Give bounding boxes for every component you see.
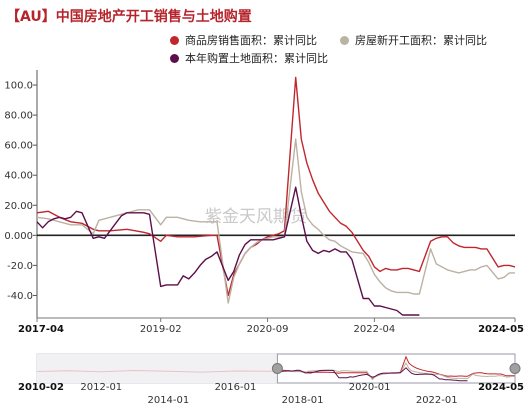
navigator-axis-label: 2024-05	[478, 382, 524, 393]
navigator-series-line	[277, 367, 468, 382]
navigator-right-handle[interactable]	[509, 363, 521, 374]
plot-series	[36, 76, 516, 316]
y-tick-label: 100.0	[4, 81, 33, 92]
y-tick-label: 60.00	[4, 141, 33, 152]
navigator-left-handle[interactable]	[271, 363, 283, 374]
navigator-axis-label: 2012-01	[80, 382, 122, 393]
navigator-axis-label: 2014-01	[147, 395, 189, 406]
series-line-sales-area	[36, 76, 516, 297]
y-axis-ticks: -40.0 -20.0 0.000 20.00 40.00 60.00 80.00 100.0	[4, 81, 37, 302]
series-line-new-starts	[36, 138, 515, 304]
navigator-axis-label: 2016-01	[215, 382, 257, 393]
legend-label-land-purchase: 本年购置土地面积：累计同比	[185, 52, 328, 65]
x-tick-label: 2020-09	[247, 324, 289, 335]
range-navigator[interactable]: 2010-02 2012-01 2016-01 2020-01 2024-05 2014-…	[18, 353, 524, 406]
navigator-axis-label: 2018-01	[282, 395, 324, 406]
chart-title: 【AU】中国房地产开工销售与土地购置	[6, 9, 252, 25]
x-axis-ticks: 2017-04 2019-02 2020-09 2022-04 2024-05	[18, 318, 524, 335]
y-tick-label: 40.00	[4, 171, 33, 182]
x-tick-label: 2017-04	[18, 324, 64, 335]
navigator-axis-label: 2022-01	[416, 395, 458, 406]
navigator-series-line	[277, 355, 516, 380]
y-tick-label: 0.000	[4, 231, 33, 242]
x-tick-label: 2019-02	[140, 324, 182, 335]
navigator-axis-label: 2020-01	[349, 382, 391, 393]
legend-marker-sales-area	[170, 35, 179, 45]
legend-item-new-starts[interactable]: 房屋新开工面积：累计同比	[340, 32, 487, 48]
y-tick-label: -40.0	[7, 291, 33, 302]
legend-label-new-starts: 房屋新开工面积：累计同比	[355, 34, 487, 47]
x-tick-label: 2024-05	[478, 324, 524, 335]
navigator-history-line	[36, 369, 278, 373]
legend-item-sales-area[interactable]: 商品房销售面积：累计同比	[170, 32, 317, 48]
series-line-land-purchase	[36, 186, 420, 316]
legend-marker-new-starts	[340, 35, 349, 45]
navigator-axis-label: 2010-02	[18, 382, 64, 393]
y-tick-label: 20.00	[4, 201, 33, 212]
y-tick-label: 80.00	[4, 111, 33, 122]
watermark: 紫金天风期货	[205, 207, 307, 227]
navigator-unselected-region	[37, 354, 278, 383]
legend-item-land-purchase[interactable]: 本年购置土地面积：累计同比	[170, 50, 328, 66]
legend-marker-land-purchase	[170, 53, 179, 63]
x-tick-label: 2022-04	[354, 324, 396, 335]
legend-label-sales-area: 商品房销售面积：累计同比	[185, 34, 317, 47]
y-tick-label: -20.0	[7, 261, 33, 272]
